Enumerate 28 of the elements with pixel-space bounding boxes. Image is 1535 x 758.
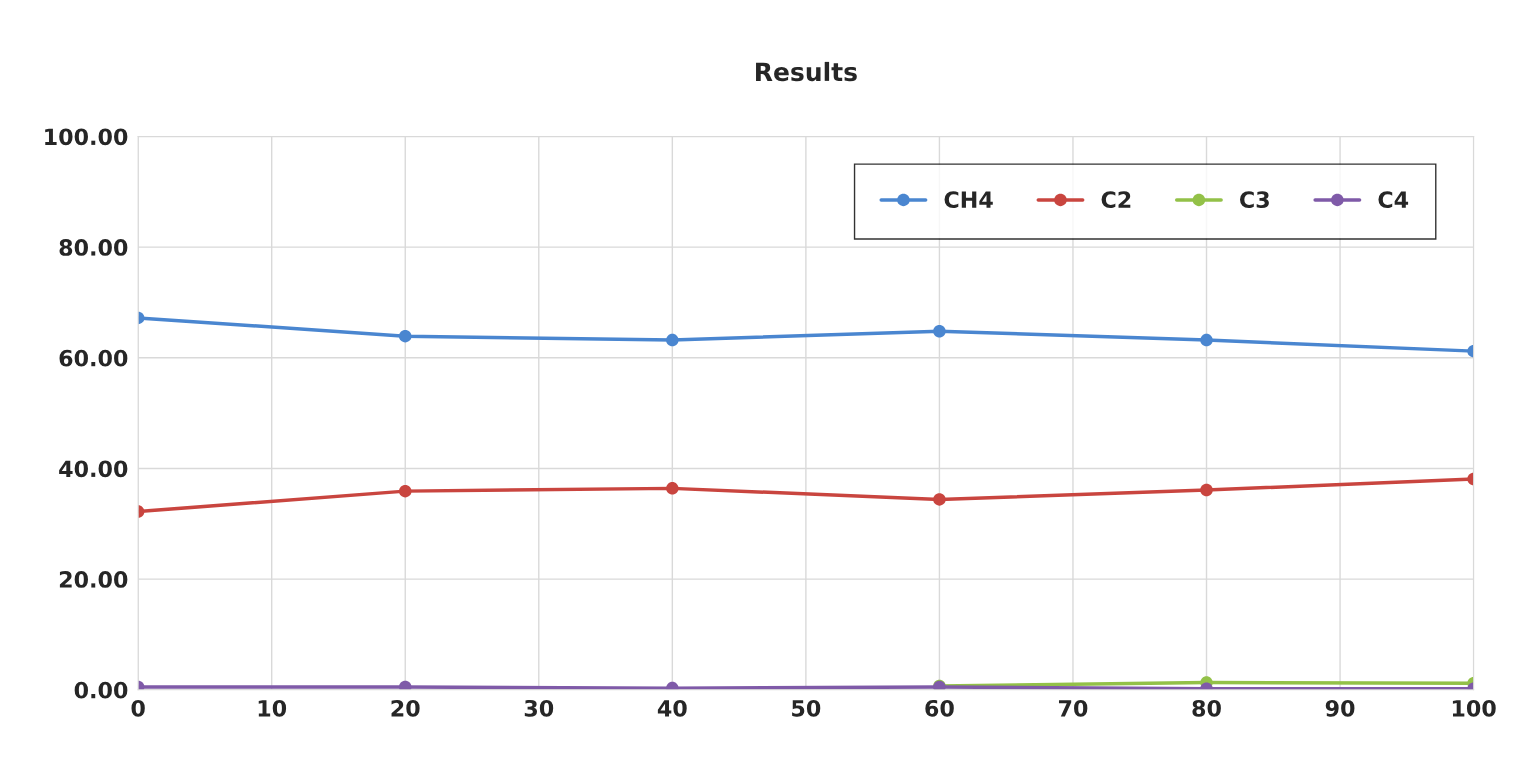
point [666, 333, 679, 347]
legend-label: CH4 [944, 191, 993, 209]
y-tick-label: 80.00 [59, 239, 128, 256]
y-tick-label: 0.00 [74, 681, 128, 699]
legend-label: C3 [1240, 191, 1269, 209]
point [933, 324, 946, 338]
point [1200, 483, 1213, 497]
chart-title: Results [756, 61, 857, 82]
x-tick-label: 20 [391, 699, 420, 717]
x-tick-label: 50 [792, 699, 821, 717]
x-tick-label: 60 [925, 699, 954, 717]
y-tick-label: 100.00 [45, 128, 128, 146]
x-tick-label: 30 [524, 699, 554, 717]
y-tick-label: 40.00 [59, 460, 128, 478]
x-tick-label: 70 [1058, 699, 1088, 717]
x-tick-label: 80 [1192, 699, 1221, 717]
x-tick-label: 0 [131, 699, 145, 717]
x-tick-label: 100 [1452, 699, 1496, 717]
legend-label: C4 [1378, 191, 1409, 209]
point [666, 482, 679, 495]
y-tick-label: 60.00 [59, 349, 128, 367]
point [933, 493, 946, 506]
x-tick-label: 40 [657, 699, 687, 717]
x-tick-label: 10 [258, 699, 287, 717]
x-tick-label: 90 [1325, 699, 1355, 717]
legend-label: C2 [1101, 191, 1131, 209]
y-tick-label: 20.00 [59, 571, 128, 588]
point [1200, 333, 1213, 347]
